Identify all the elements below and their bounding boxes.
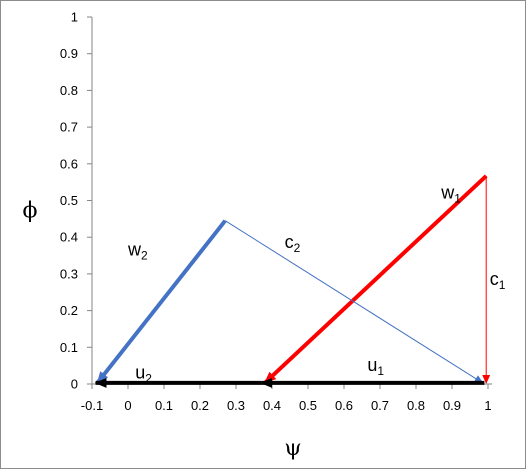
vector-label-main: w [127, 240, 142, 260]
x-tick-label: 0.8 [407, 398, 425, 413]
y-tick-label: 0.3 [60, 266, 78, 281]
vector-label-c2: c2 [285, 232, 301, 255]
y-tick-label: 0.9 [60, 46, 78, 61]
vector-label-u1: u1 [367, 355, 384, 378]
x-tick-label: 0.5 [299, 398, 317, 413]
y-tick-label: 0.2 [60, 303, 78, 318]
y-tick-label: 0.1 [60, 340, 78, 355]
vector-label-main: u [135, 362, 145, 382]
vector-w2 [95, 219, 227, 385]
y-tick-label: 0.5 [60, 193, 78, 208]
x-tick-label: 0 [124, 398, 131, 413]
x-tick-label: 0.2 [191, 398, 209, 413]
x-tick-label: 0.7 [371, 398, 389, 413]
x-tick-label: 0.3 [227, 398, 245, 413]
y-tick-label: 0.6 [60, 156, 78, 171]
vector-c2 [224, 220, 484, 384]
vector-label-u2: u2 [135, 362, 152, 385]
x-tick-label: 1 [484, 398, 491, 413]
x-axis-title: ψ [284, 436, 301, 461]
vector-label-subscript: 1 [499, 278, 506, 292]
y-tick-label: 0 [71, 377, 78, 392]
vector-label-subscript: 2 [294, 241, 301, 255]
vector-label-w1: w1 [440, 183, 461, 206]
vector-label-subscript: 1 [454, 192, 461, 206]
vector-label-main: c [490, 269, 499, 289]
y-axis-title: ϕ [23, 199, 38, 224]
vector-label-subscript: 1 [377, 364, 384, 378]
y-tick-label: 0.8 [60, 83, 78, 98]
y-tick-label: 1 [71, 10, 78, 25]
y-tick-label: 0.7 [60, 120, 78, 135]
x-tick-label: 0.4 [263, 398, 281, 413]
x-tick-label: 0.6 [335, 398, 353, 413]
vector-label-subscript: 2 [145, 371, 152, 385]
x-tick-label: -0.1 [81, 398, 103, 413]
vector-label-w2: w2 [127, 240, 148, 263]
y-tick-label: 0.4 [60, 230, 78, 245]
x-tick-label: 0.1 [155, 398, 173, 413]
vector-label-main: c [285, 232, 294, 252]
vector-label-subscript: 2 [141, 249, 148, 263]
vector-label-main: w [440, 183, 455, 203]
vector-label-main: u [367, 355, 377, 375]
vector-label-c1: c1 [490, 269, 506, 292]
vector-w1 [263, 174, 488, 385]
x-tick-label: 0.9 [443, 398, 461, 413]
